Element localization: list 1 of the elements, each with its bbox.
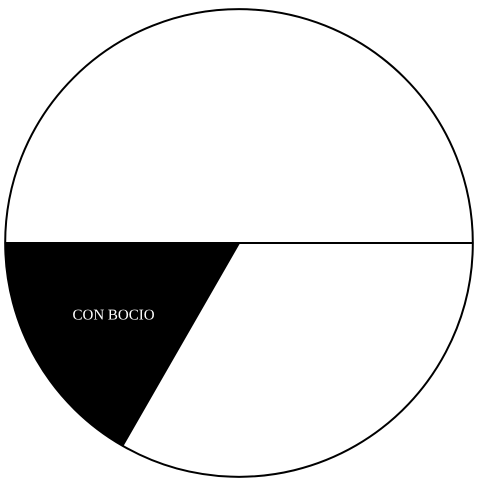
slice-label: CON BOCIO (72, 307, 155, 324)
